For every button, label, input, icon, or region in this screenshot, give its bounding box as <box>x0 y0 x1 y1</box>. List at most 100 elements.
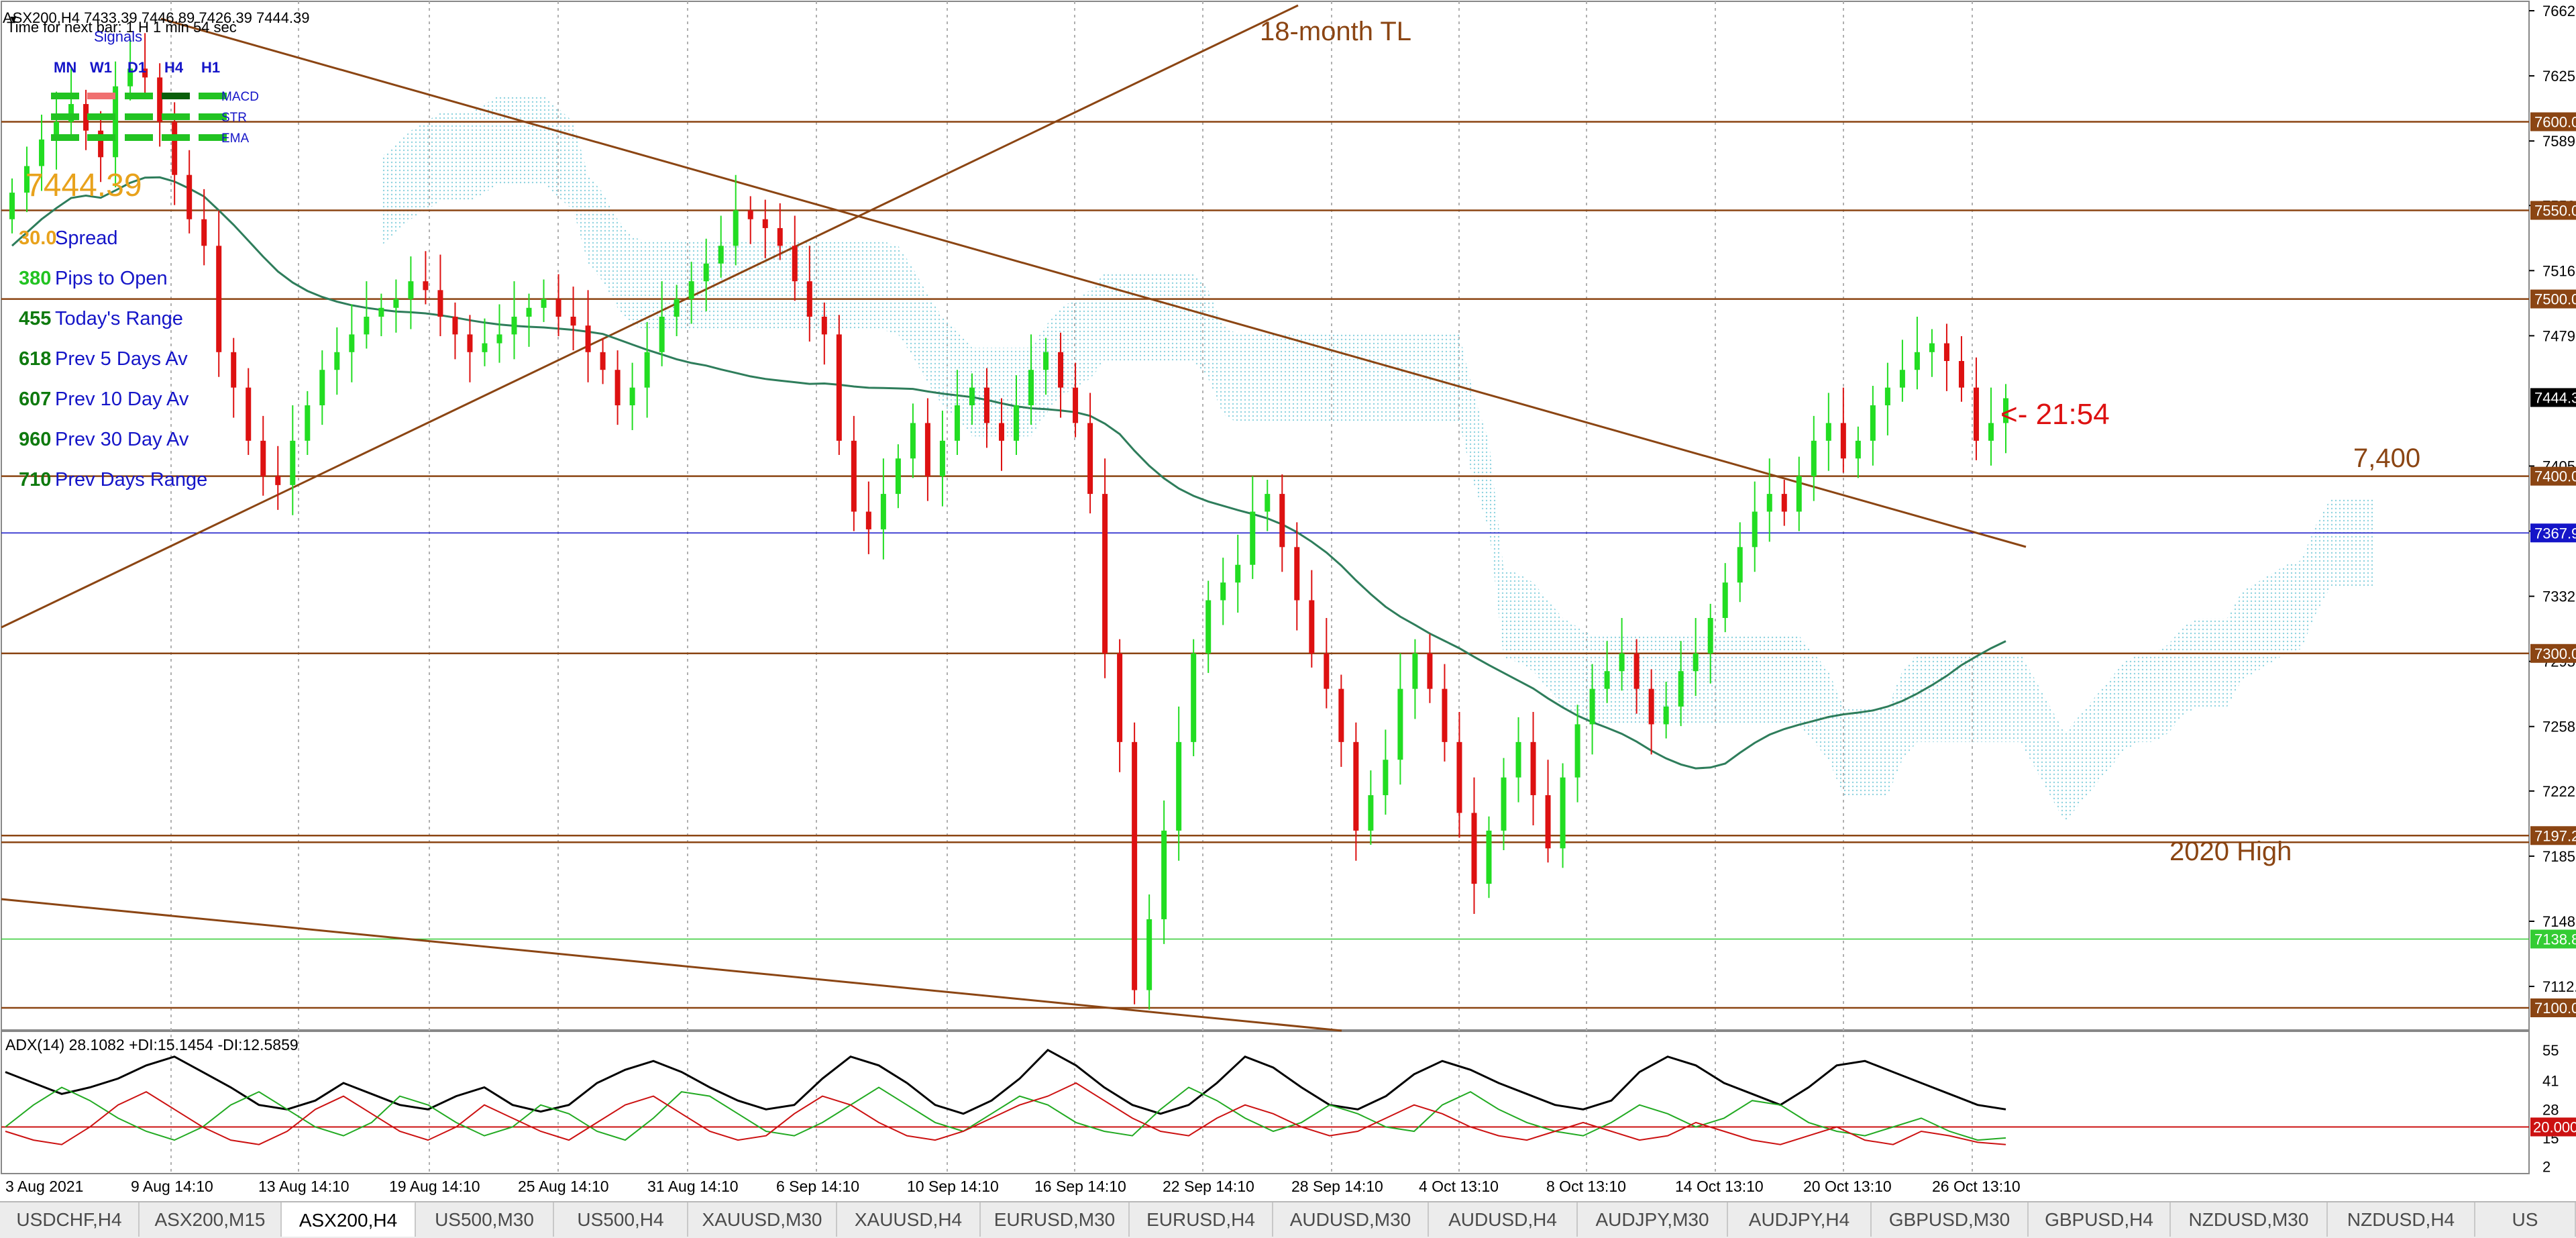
price-level-tag-text: 7197.20 <box>2534 827 2576 844</box>
symbol-header: ASX200,H4 7433.39 7446.89 7426.39 7444.3… <box>3 9 310 26</box>
candle-body <box>467 334 473 352</box>
stat-value: 380 <box>19 268 51 289</box>
candle-body <box>1663 707 1669 725</box>
candle-body <box>482 343 488 352</box>
cloud-segment <box>381 95 2375 822</box>
candle-body <box>983 387 989 423</box>
candle-body <box>423 281 429 291</box>
candle-body <box>1693 653 1699 672</box>
candle-body <box>1958 361 1964 388</box>
candle-body <box>54 121 60 140</box>
signal-row-label: MACD <box>221 90 259 104</box>
price-tick-label: 7479.25 <box>2542 327 2576 344</box>
chart-tab[interactable]: XAUUSD,M30 <box>688 1202 837 1237</box>
candle-body <box>1161 830 1167 919</box>
candle-body <box>334 352 340 370</box>
candle-body <box>1752 511 1758 548</box>
chart-tab[interactable]: GBPUSD,H4 <box>2029 1202 2171 1237</box>
stat-label: Prev 10 Day Av <box>55 389 189 410</box>
candle-body <box>526 307 532 317</box>
candle-body <box>83 104 89 131</box>
candle-body <box>1368 795 1374 831</box>
time-axis-label: 19 Aug 14:10 <box>389 1178 480 1195</box>
trendline-lower[interactable] <box>1 898 1342 1032</box>
level-7400-label: 7,400 <box>2353 444 2420 473</box>
price-tick-label: 7222.35 <box>2542 783 2576 800</box>
signal-timeframe-label: W1 <box>90 59 112 76</box>
time-axis-label: 8 Oct 13:10 <box>1546 1178 1626 1195</box>
chart-tab[interactable]: ASX200,H4 <box>282 1202 416 1237</box>
chart-tab[interactable]: GBPUSD,M30 <box>1872 1202 2029 1237</box>
trendline-label: 18-month TL <box>1260 17 1411 46</box>
chart-tab[interactable]: US500,M30 <box>416 1202 554 1237</box>
candle-body <box>1825 423 1831 441</box>
price-level-tag <box>2530 523 2576 543</box>
candle-body <box>1442 688 1448 742</box>
candle-body <box>201 219 207 246</box>
candle-body <box>260 440 266 476</box>
time-axis-label: 13 Aug 14:10 <box>258 1178 350 1195</box>
chart-tab[interactable]: AUDUSD,H4 <box>1429 1202 1578 1237</box>
candle-body <box>408 281 414 299</box>
candle-body <box>1279 494 1285 548</box>
signal-indicator <box>162 134 190 141</box>
candle-body <box>570 316 576 326</box>
candle-body <box>1545 795 1551 849</box>
price-chart[interactable]: ASX200,H4 7433.39 7446.89 7426.39 7444.3… <box>0 0 2576 1201</box>
chart-tab[interactable]: US <box>2475 1202 2576 1237</box>
price-level-tag-text: 7300.00 <box>2534 646 2576 662</box>
stat-label: Spread <box>55 227 118 249</box>
price-tick-label: 7258.75 <box>2542 719 2576 735</box>
candle-body <box>747 210 753 219</box>
time-axis-label: 3 Aug 2021 <box>5 1178 83 1195</box>
candle-body <box>275 476 281 485</box>
candle-body <box>1132 741 1138 990</box>
signal-timeframe-label: H1 <box>201 59 220 76</box>
candle-body <box>1619 653 1625 672</box>
header-collapse-arrow[interactable]: ▼ <box>8 14 19 25</box>
candle-body <box>1899 370 1905 388</box>
time-axis-label: 20 Oct 13:10 <box>1803 1178 1892 1195</box>
trendline-18-month[interactable] <box>1 4 1299 629</box>
candle-body <box>555 299 561 317</box>
adx-tick-label: 2 <box>2542 1158 2551 1175</box>
price-level-tag <box>2530 643 2576 663</box>
trendline-descending[interactable] <box>160 17 2027 548</box>
candle-body <box>998 423 1004 441</box>
candle-body <box>1338 688 1344 742</box>
chart-tab[interactable]: EURUSD,H4 <box>1130 1202 1273 1237</box>
chart-tab[interactable]: XAUUSD,H4 <box>837 1202 981 1237</box>
signal-row-label: EMA <box>221 132 250 146</box>
candle-body <box>364 316 370 335</box>
chart-tab-bar: USDCHF,H4 ASX200,M15 ASX200,H4 US500,M30 US5… <box>0 1201 2576 1238</box>
candle-body <box>113 86 119 158</box>
vertical-gridlines <box>170 1 1973 1174</box>
candle-body <box>1811 440 1817 476</box>
chart-tab[interactable]: NZDUSD,H4 <box>2328 1202 2475 1237</box>
candle-body <box>1737 547 1743 583</box>
chart-tab[interactable]: AUDJPY,H4 <box>1728 1202 1872 1237</box>
chart-tab[interactable]: USDCHF,H4 <box>0 1202 140 1237</box>
candle-body <box>393 299 399 308</box>
candle-body <box>98 130 104 158</box>
signal-indicator <box>199 113 227 120</box>
candle-body <box>688 281 694 299</box>
main-chart-frame <box>1 1 2530 1031</box>
price-tick-label: 7625.90 <box>2542 68 2576 85</box>
candle-body <box>1486 830 1492 884</box>
chart-tab[interactable]: AUDUSD,M30 <box>1273 1202 1429 1237</box>
candle-body <box>1766 494 1772 512</box>
candle-body <box>24 166 30 193</box>
chart-tab[interactable]: EURUSD,M30 <box>981 1202 1130 1237</box>
chart-tab[interactable]: NZDUSD,M30 <box>2171 1202 2328 1237</box>
chart-tab[interactable]: ASX200,M15 <box>140 1202 282 1237</box>
chart-tab[interactable]: US500,H4 <box>554 1202 688 1237</box>
time-axis-label: 14 Oct 13:10 <box>1675 1178 1764 1195</box>
candle-body <box>1574 724 1580 778</box>
candle-body <box>777 227 783 246</box>
candle-body <box>1604 671 1610 689</box>
chart-tab[interactable]: AUDJPY,M30 <box>1578 1202 1728 1237</box>
candle-body <box>1633 653 1640 689</box>
